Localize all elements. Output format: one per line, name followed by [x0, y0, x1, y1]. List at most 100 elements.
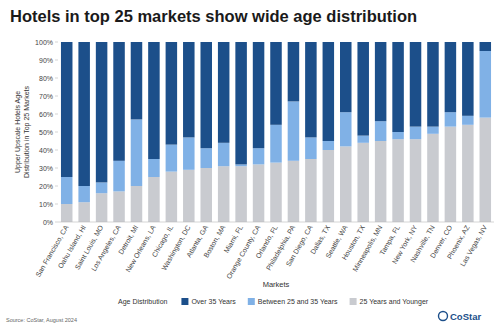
source: Source: CoStar, August 2024: [6, 317, 77, 323]
bar-segment: [480, 42, 492, 51]
y-tick-label: 60%: [39, 111, 53, 118]
bar-segment: [357, 42, 369, 136]
bar-segment: [166, 145, 178, 172]
bar-segment: [166, 172, 178, 222]
y-tick-label: 0%: [43, 219, 53, 226]
bar-segment: [131, 119, 143, 186]
y-tick: [55, 204, 58, 205]
bar-segment: [253, 164, 265, 222]
bar-segment: [288, 161, 300, 222]
y-tick-label: 40%: [39, 147, 53, 154]
bar-segment: [462, 125, 474, 222]
bar-segment: [131, 186, 143, 222]
bar-segment: [445, 42, 457, 112]
title: Hotels in top 25 markets show wide age d…: [10, 7, 417, 25]
bar-segment: [288, 42, 300, 101]
bar-segment: [392, 139, 404, 222]
y-tick: [55, 150, 58, 151]
bar-segment: [340, 112, 352, 146]
bar-segment: [78, 186, 90, 202]
bar-segment: [340, 146, 352, 222]
bar-segment: [113, 191, 125, 222]
bar-segment: [480, 51, 492, 118]
y-tick: [55, 168, 58, 169]
bar-segment: [61, 42, 73, 177]
y-tick: [55, 42, 58, 43]
legend-swatch: [350, 298, 357, 305]
y-tick: [55, 60, 58, 61]
bar-segment: [357, 136, 369, 143]
bar-segment: [340, 42, 352, 112]
bar-segment: [305, 159, 317, 222]
bar-segment: [480, 118, 492, 222]
bar-segment: [253, 148, 265, 164]
y-tick-label: 50%: [39, 129, 53, 136]
bar-segment: [96, 42, 108, 182]
bar-segment: [445, 112, 457, 126]
bar-segment: [462, 42, 474, 116]
y-tick: [55, 132, 58, 133]
bar-segment: [270, 42, 282, 125]
x-tick-label: Minneapolis, MN: [351, 224, 384, 273]
bar-segment: [183, 170, 195, 222]
y-tick: [55, 186, 58, 187]
bar-segment: [235, 166, 247, 222]
bar-segment: [166, 42, 178, 145]
bar-segment: [305, 42, 317, 137]
bar-segment: [183, 137, 195, 169]
x-axis-label: Markets: [263, 280, 290, 289]
x-axis-line: [58, 222, 494, 223]
bar-segment: [288, 101, 300, 160]
x-tick-label: Philadelphia, PA: [265, 224, 298, 272]
bar-segment: [148, 159, 160, 177]
bar-segment: [235, 42, 247, 164]
bar-segment: [357, 143, 369, 222]
y-tick-label: 70%: [39, 93, 53, 100]
x-tick-label: Boston, MA: [202, 224, 226, 259]
bar-segment: [200, 148, 212, 168]
bar-segment: [305, 137, 317, 159]
legend-swatch: [181, 298, 188, 305]
y-tick-label: 10%: [39, 201, 53, 208]
bar-segment: [200, 168, 212, 222]
legend-title: Age Distribution: [118, 298, 168, 306]
chart: Hotels in top 25 markets show wide age d…: [0, 0, 500, 328]
bar-segment: [78, 202, 90, 222]
y-tick: [55, 96, 58, 97]
logo-icon: [439, 312, 448, 321]
bar-segment: [270, 163, 282, 222]
y-axis-label-line: Upper Upscale Hotels Age: [14, 91, 22, 173]
x-tick-label: Las Vegas, NV: [459, 224, 489, 268]
y-tick: [55, 114, 58, 115]
logo: CoStar: [450, 311, 481, 322]
bar-segment: [235, 164, 247, 166]
bar-segment: [218, 166, 230, 222]
bar-segment: [375, 141, 387, 222]
bar-segment: [410, 127, 422, 140]
bar-segment: [392, 42, 404, 132]
bar-segment: [410, 139, 422, 222]
bar-segment: [375, 42, 387, 121]
x-tick-label: Washington, DC: [160, 224, 192, 272]
legend-swatch: [248, 298, 255, 305]
bar-segment: [183, 42, 195, 137]
bar-segment: [410, 42, 422, 127]
x-tick-label: San Diego, CA: [285, 224, 315, 268]
x-tick-label: New Orleans, LA: [124, 224, 157, 274]
bar-segment: [253, 42, 265, 148]
y-tick-label: 30%: [39, 165, 53, 172]
bar-segment: [445, 127, 457, 222]
bar-segment: [270, 125, 282, 163]
y-tick-label: 20%: [39, 183, 53, 190]
bar-segment: [427, 127, 439, 134]
legend-label: 25 Years and Younger: [360, 298, 429, 306]
bar-segment: [96, 193, 108, 222]
bar-segment: [427, 134, 439, 222]
bar-segment: [218, 143, 230, 166]
bar-segment: [131, 42, 143, 119]
bar-segment: [148, 177, 160, 222]
y-tick-label: 90%: [39, 57, 53, 64]
legend: Age DistributionOver 35 YearsBetween 25 …: [118, 298, 429, 306]
bar-segment: [78, 42, 90, 186]
bar-segment: [218, 42, 230, 143]
